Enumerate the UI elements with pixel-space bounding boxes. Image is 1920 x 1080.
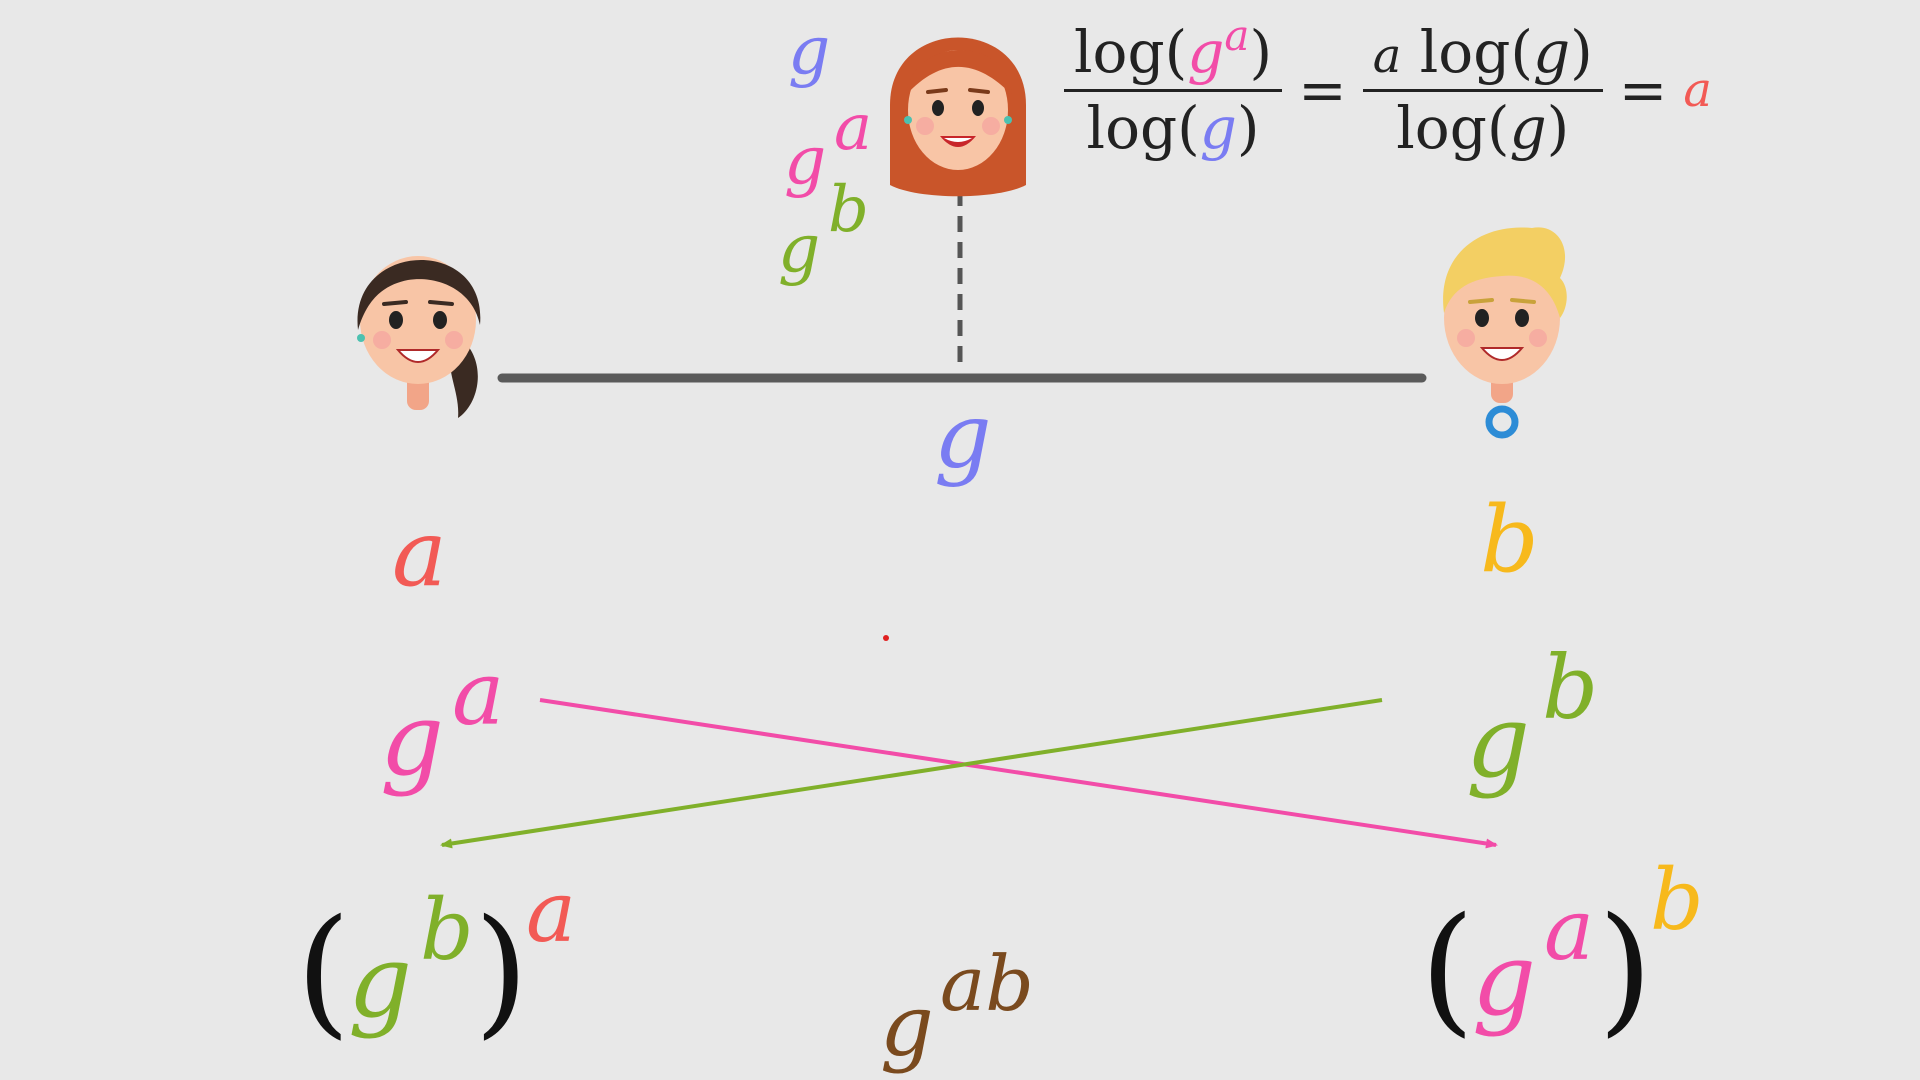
frac-2-denominator: log(g) [1396,93,1570,162]
eve-known-g-base: g [784,122,827,199]
frac-2-numerator: a log(g) [1372,18,1593,86]
formula-result: a [1683,62,1713,119]
eve-known-g: g [788,12,831,89]
shared-key: g ab [880,939,1034,1075]
bob-computed-key: ( g a ) b [1420,851,1704,1051]
eve-known-b-exp: b [828,173,869,247]
bob-secret: b [1480,486,1539,593]
bob-sent-value: g b [1466,636,1599,800]
alice-sent-value: g a [380,642,505,798]
alice-avatar [357,256,481,418]
frac-1-numerator: log(ga) [1074,11,1273,86]
public-channel-label: g [934,384,992,489]
alice-to-bob-arrow [539,698,1498,849]
equals-sign-1: = [1298,56,1347,125]
bob-to-alice-arrow [440,698,1383,849]
cursor-dot [883,635,889,641]
eve-avatar [890,37,1026,197]
frac-1: log(ga) log(g) [1064,11,1283,162]
equals-sign-2: = [1618,56,1668,125]
eve-log-formula: log(ga) log(g) = a log(g) log(g) = a [1064,11,1713,162]
alice-computed-key: ( g b ) a [296,863,577,1053]
eve-known-a-exp: a [834,91,873,165]
frac-1-denominator: log(g) [1086,93,1260,162]
bob-avatar [1443,227,1567,439]
frac-2: a log(g) log(g) [1362,18,1603,162]
eve-known-values: g g a g b [778,12,888,282]
eve-known-g-base-2: g [778,210,821,287]
alice-secret: a [392,500,447,607]
